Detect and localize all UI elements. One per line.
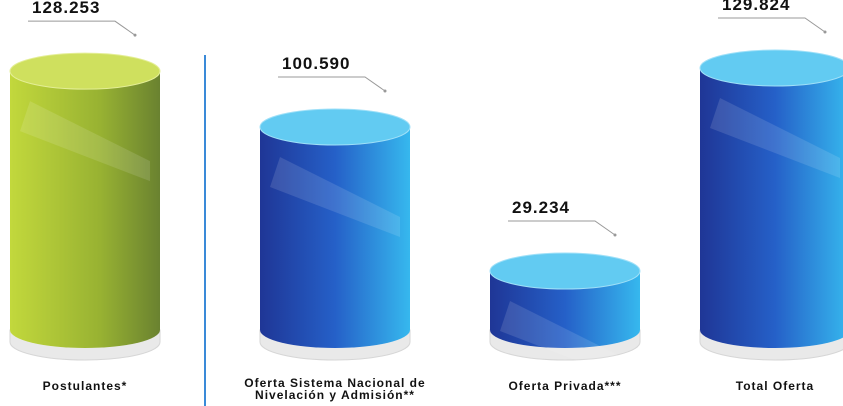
bar [260, 126, 410, 349]
bar-top [9, 52, 161, 90]
leader-line [718, 17, 826, 33]
bar-shine [270, 156, 400, 237]
value-label: 29.234 [512, 198, 570, 217]
value-label: 128.253 [32, 0, 100, 17]
bar-top [699, 49, 843, 87]
value-label: 129.824 [722, 0, 790, 14]
x-tick-label: Oferta Privada*** [508, 379, 622, 393]
bar [700, 68, 843, 348]
leader-dot [383, 89, 387, 93]
bar-top [259, 108, 411, 146]
leader-dot [823, 30, 827, 34]
x-tick-label: Oferta Sistema Nacional de Nivelación y … [244, 376, 426, 402]
leader-line [508, 220, 616, 236]
leader-line [278, 76, 386, 92]
bar [10, 71, 160, 348]
bar-shine [710, 98, 840, 178]
value-label: 100.590 [282, 54, 350, 73]
bar-shine [20, 101, 150, 182]
leader-line [28, 20, 136, 36]
bar [490, 271, 640, 348]
leader-dot [133, 33, 137, 37]
leader-dot [613, 233, 617, 237]
bar-shine [500, 301, 630, 382]
bar-top [489, 252, 641, 290]
x-tick-label: Postulantes* [42, 379, 128, 393]
x-tick-label: Total Oferta [735, 379, 815, 393]
